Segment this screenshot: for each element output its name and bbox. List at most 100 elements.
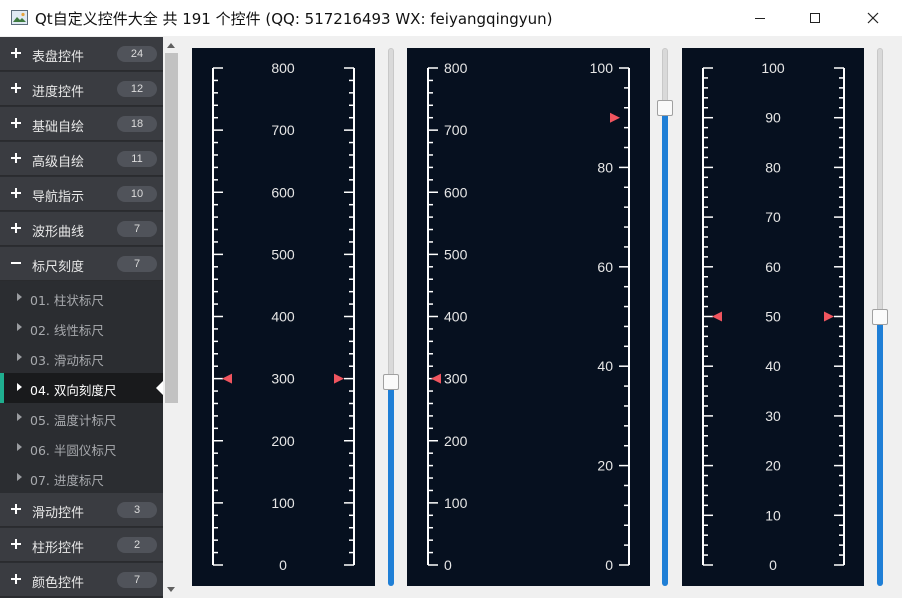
group-color-controls[interactable]: 颜色控件 7 xyxy=(0,563,163,597)
count-badge: 7 xyxy=(117,572,157,588)
tick-label: 800 xyxy=(271,60,295,76)
group-progress-controls[interactable]: 进度控件 12 xyxy=(0,72,163,106)
list-item-double-scale-ruler[interactable]: 04. 双向刻度尺 xyxy=(0,373,163,403)
minimize-button[interactable] xyxy=(737,0,783,36)
ruler-panel-100: 100 90 80 70 60 50 40 30 20 10 0 xyxy=(682,48,864,586)
group-advanced-paint[interactable]: 高级自绘 11 xyxy=(0,142,163,176)
list-item-label: 02. 线性标尺 xyxy=(30,323,104,338)
pointer-right-icon xyxy=(334,373,344,384)
scrollbar-thumb[interactable] xyxy=(165,53,178,403)
tick-label: 500 xyxy=(271,246,295,262)
slider-handle[interactable] xyxy=(872,309,888,325)
list-item-label: 01. 柱状标尺 xyxy=(30,293,104,308)
list-item-progress-ruler[interactable]: 07. 进度标尺 xyxy=(0,463,163,493)
chevron-right-icon xyxy=(17,443,22,451)
count-badge: 11 xyxy=(117,151,157,167)
group-dial-controls[interactable]: 表盘控件 24 xyxy=(0,37,163,71)
group-bar-controls[interactable]: 柱形控件 2 xyxy=(0,528,163,562)
group-label: 柱形控件 xyxy=(32,541,85,556)
tick-label: 20 xyxy=(765,458,781,474)
count-badge: 7 xyxy=(117,221,157,237)
group-slider-controls[interactable]: 滑动控件 3 xyxy=(0,493,163,527)
pointer-left-icon xyxy=(431,373,441,384)
ruler-scale-800: 800 700 600 500 400 300 200 100 0 xyxy=(212,60,355,573)
minus-icon xyxy=(11,262,21,264)
tick-label: 40 xyxy=(765,358,781,374)
maximize-icon xyxy=(810,13,820,23)
plus-icon xyxy=(11,574,21,584)
plus-icon xyxy=(11,153,21,163)
plus-icon xyxy=(11,539,21,549)
group-basic-paint[interactable]: 基础自绘 18 xyxy=(0,107,163,141)
plus-icon xyxy=(11,223,21,233)
selection-caret-icon xyxy=(156,381,163,395)
count-badge: 3 xyxy=(117,502,157,518)
tick-label: 0 xyxy=(279,557,287,573)
tick-label: 700 xyxy=(444,122,468,138)
count-badge: 12 xyxy=(117,81,157,97)
pointer-left-icon xyxy=(712,311,722,322)
group-label: 标尺刻度 xyxy=(32,260,85,275)
group-label: 基础自绘 xyxy=(32,120,85,135)
minimize-icon xyxy=(755,18,765,19)
list-item-bar-ruler[interactable]: 01. 柱状标尺 xyxy=(0,283,163,313)
tick-label: 60 xyxy=(765,259,781,275)
list-item-semicircle-ruler[interactable]: 06. 半圆仪标尺 xyxy=(0,433,163,463)
sidebar-scrollbar[interactable] xyxy=(163,37,180,598)
tick-label: 400 xyxy=(271,309,295,325)
group-navigation[interactable]: 导航指示 10 xyxy=(0,177,163,211)
list-item-thermometer-ruler[interactable]: 05. 温度计标尺 xyxy=(0,403,163,433)
tick-label: 40 xyxy=(597,358,613,374)
tick-label: 400 xyxy=(444,309,468,325)
tick-label: 100 xyxy=(761,60,785,76)
group-label: 波形曲线 xyxy=(32,225,85,240)
plus-icon xyxy=(11,48,21,58)
tick-label: 0 xyxy=(605,557,613,573)
tick-label: 20 xyxy=(597,458,613,474)
close-button[interactable] xyxy=(850,0,896,36)
slider-handle[interactable] xyxy=(657,100,673,117)
scroll-down-arrow-icon[interactable] xyxy=(167,587,175,592)
sidebar-nav: 表盘控件 24 进度控件 12 基础自绘 18 高级自绘 11 导航指示 10 … xyxy=(0,37,163,598)
tick-label: 700 xyxy=(271,122,295,138)
chevron-right-icon xyxy=(17,383,22,391)
plus-icon xyxy=(11,188,21,198)
group-label: 导航指示 xyxy=(32,190,85,205)
group-ruler-scale[interactable]: 标尺刻度 7 xyxy=(0,247,163,281)
list-item-label: 03. 滑动标尺 xyxy=(30,353,104,368)
slider-handle[interactable] xyxy=(383,374,399,391)
chevron-right-icon xyxy=(17,293,22,301)
selection-accent xyxy=(0,373,4,403)
scroll-up-arrow-icon[interactable] xyxy=(167,43,175,48)
ruler-slider-2[interactable] xyxy=(657,48,673,586)
tick-label: 30 xyxy=(765,408,781,424)
list-item-label: 07. 进度标尺 xyxy=(30,473,104,488)
list-item-label: 06. 半圆仪标尺 xyxy=(30,443,117,458)
group-label: 进度控件 xyxy=(32,85,85,100)
tick-label: 80 xyxy=(765,159,781,175)
maximize-button[interactable] xyxy=(792,0,838,36)
list-item-slide-ruler[interactable]: 03. 滑动标尺 xyxy=(0,343,163,373)
tick-label: 600 xyxy=(271,184,295,200)
group-label: 高级自绘 xyxy=(32,155,85,170)
ruler-slider-1[interactable] xyxy=(383,48,399,586)
ruler-panel-800: 800 700 600 500 400 300 200 100 0 xyxy=(192,48,375,586)
chevron-right-icon xyxy=(17,323,22,331)
tick-label: 60 xyxy=(597,259,613,275)
ruler-slider-3[interactable] xyxy=(872,48,888,586)
list-item-label: 05. 温度计标尺 xyxy=(30,413,117,428)
tick-label: 800 xyxy=(444,60,468,76)
tick-label: 300 xyxy=(444,371,468,387)
slider-fill xyxy=(662,108,668,586)
group-waveform[interactable]: 波形曲线 7 xyxy=(0,212,163,246)
count-badge: 2 xyxy=(117,537,157,553)
tick-label: 50 xyxy=(765,309,781,325)
group-label: 滑动控件 xyxy=(32,506,85,521)
tick-label: 100 xyxy=(590,60,614,76)
slider-fill xyxy=(877,317,883,586)
plus-icon xyxy=(11,83,21,93)
count-badge: 24 xyxy=(117,46,157,62)
list-item-linear-ruler[interactable]: 02. 线性标尺 xyxy=(0,313,163,343)
